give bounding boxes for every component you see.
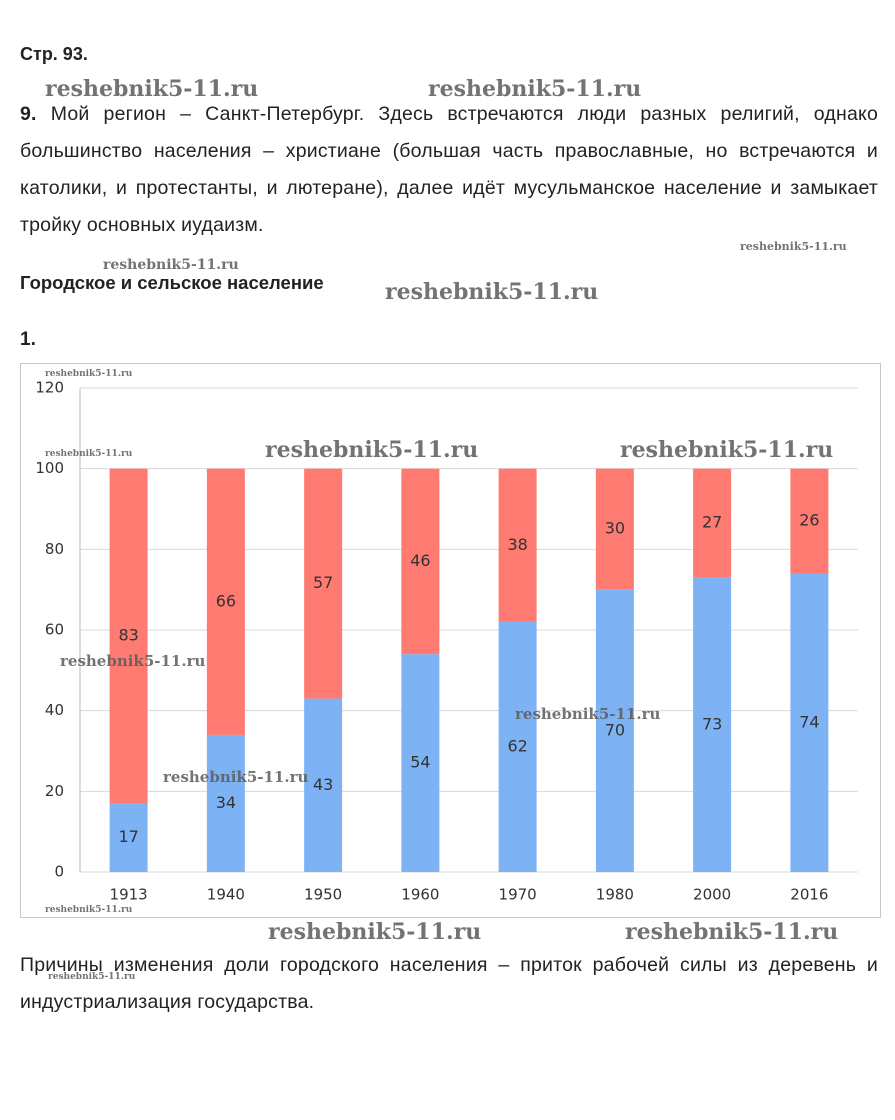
watermark: reshebnik5-11.ru	[48, 972, 136, 982]
data-label: 27	[702, 513, 722, 532]
bar-segment	[595, 468, 634, 590]
x-tick-label: 1940	[207, 886, 245, 904]
y-tick-label: 120	[35, 379, 64, 397]
bar-segment	[109, 803, 148, 872]
x-tick-label: 1960	[401, 886, 439, 904]
x-tick-label: 2016	[790, 886, 828, 904]
conclusion: Причины изменения доли городского населе…	[20, 954, 878, 1013]
watermark: reshebnik5-11.ru	[60, 652, 206, 670]
data-label: 73	[702, 714, 722, 733]
data-label: 74	[799, 712, 819, 731]
y-tick-label: 100	[35, 459, 64, 477]
data-label: 17	[118, 827, 138, 846]
x-tick-label: 1913	[110, 886, 148, 904]
watermark: reshebnik5-11.ru	[45, 905, 133, 915]
watermark: reshebnik5-11.ru	[45, 449, 133, 459]
bar-segment	[595, 589, 634, 872]
watermark: reshebnik5-11.ru	[265, 437, 479, 463]
watermark: reshebnik5-11.ru	[428, 76, 642, 102]
watermark: reshebnik5-11.ru	[385, 279, 599, 305]
watermark: reshebnik5-11.ru	[515, 705, 661, 723]
bar-segment	[790, 468, 829, 574]
y-tick-label: 40	[45, 701, 64, 719]
data-label: 30	[605, 519, 625, 538]
bar-segment	[206, 468, 245, 735]
y-tick-label: 0	[54, 863, 64, 881]
y-tick-label: 20	[45, 782, 64, 800]
watermark: reshebnik5-11.ru	[625, 919, 839, 945]
watermark: reshebnik5-11.ru	[268, 919, 482, 945]
data-label: 70	[605, 720, 625, 739]
data-label: 26	[799, 511, 819, 530]
x-tick-label: 1970	[499, 886, 537, 904]
data-label: 83	[118, 626, 138, 645]
task-text: Мой регион – Санкт-Петербург. Здесь встр…	[20, 103, 878, 236]
bar-segment	[304, 468, 343, 699]
data-label: 57	[313, 573, 333, 592]
data-label: 38	[507, 535, 527, 554]
watermark: reshebnik5-11.ru	[45, 76, 259, 102]
chart-frame	[20, 363, 881, 918]
x-tick-label: 1980	[596, 886, 634, 904]
bar-segment	[304, 698, 343, 872]
bar-segment	[498, 621, 537, 872]
watermark: reshebnik5-11.ru	[103, 257, 239, 273]
bar-segment	[109, 468, 148, 804]
bar-segment	[693, 577, 732, 872]
x-tick-label: 1950	[304, 886, 342, 904]
data-label: 34	[216, 793, 236, 812]
task-number: 9.	[20, 103, 37, 125]
chart: 0 20 40 60 80 100 120 17 83 1913 34 66 1940 43 57 1950 5…	[20, 363, 881, 918]
bar-segment	[401, 654, 440, 872]
data-label: 54	[410, 753, 430, 772]
section-title: Городское и сельское население	[20, 272, 324, 293]
bar-segment	[790, 573, 829, 872]
x-tick-label: 2000	[693, 886, 731, 904]
page-number: Стр. 93.	[20, 44, 88, 64]
bar-segment	[206, 734, 245, 872]
bar-segment	[693, 468, 732, 578]
y-tick-label: 80	[45, 540, 64, 558]
task-number: 1.	[20, 329, 36, 350]
data-label: 66	[216, 591, 236, 610]
y-tick-label: 60	[45, 621, 64, 639]
task-9: 9. Мой регион – Санкт-Петербург. Здесь в…	[20, 96, 878, 244]
watermark: reshebnik5-11.ru	[45, 369, 133, 379]
watermark: reshebnik5-11.ru	[163, 768, 309, 786]
data-label: 46	[410, 551, 430, 570]
data-label: 43	[313, 775, 333, 794]
watermark: reshebnik5-11.ru	[740, 240, 847, 253]
bar-segment	[401, 468, 440, 655]
watermark: reshebnik5-11.ru	[620, 437, 834, 463]
data-label: 62	[507, 736, 527, 755]
bar-segment	[498, 468, 537, 622]
